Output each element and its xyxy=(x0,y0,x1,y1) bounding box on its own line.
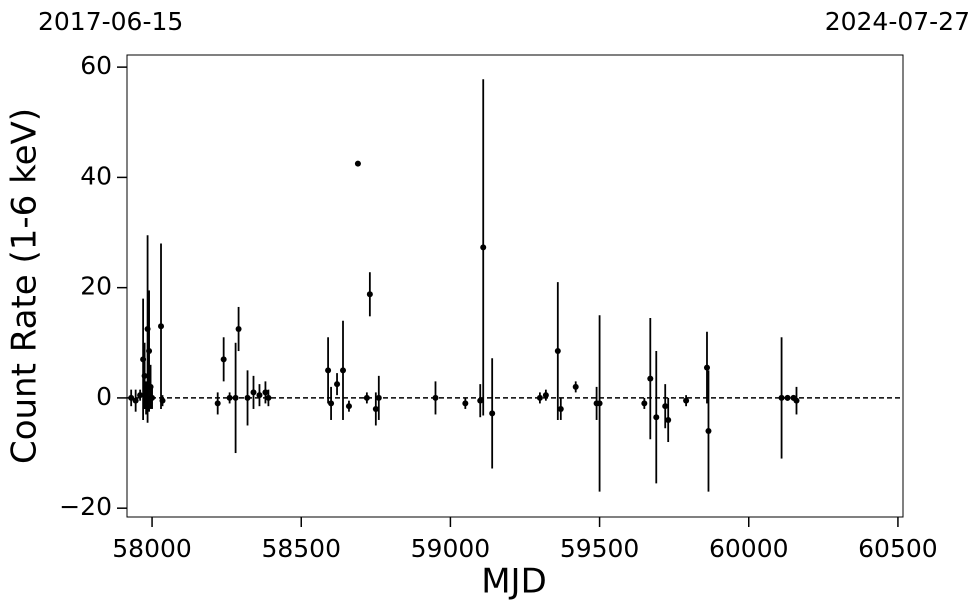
data-point xyxy=(265,394,272,401)
data-point xyxy=(366,291,373,298)
data-point xyxy=(256,392,263,399)
data-point xyxy=(462,400,469,407)
top-right-label: 2024-07-27 xyxy=(825,7,970,36)
data-point xyxy=(665,416,672,423)
x-tick-label: 60000 xyxy=(709,534,789,563)
data-point xyxy=(262,389,269,396)
data-point xyxy=(647,375,654,382)
y-tick-label: −20 xyxy=(59,492,112,521)
data-point xyxy=(557,405,564,412)
data-point xyxy=(232,394,239,401)
data-point xyxy=(641,400,648,407)
data-point xyxy=(132,397,139,404)
data-point xyxy=(226,394,233,401)
data-point xyxy=(542,392,549,399)
data-point xyxy=(375,394,382,401)
data-point xyxy=(778,394,785,401)
x-tick-label: 58000 xyxy=(112,534,192,563)
data-point xyxy=(662,403,669,410)
data-point xyxy=(653,414,660,421)
data-point xyxy=(572,383,579,390)
data-point xyxy=(220,356,227,363)
y-tick-label: 40 xyxy=(80,161,112,190)
data-point xyxy=(334,381,341,388)
data-point xyxy=(340,367,347,374)
data-point xyxy=(784,394,791,401)
data-point xyxy=(705,427,712,434)
x-tick-label: 59000 xyxy=(411,534,491,563)
data-point xyxy=(345,403,352,410)
data-point xyxy=(477,397,484,404)
data-point xyxy=(354,160,361,167)
data-point xyxy=(250,389,257,396)
y-tick-label: 0 xyxy=(96,382,112,411)
data-point xyxy=(149,394,156,401)
y-tick-label: 60 xyxy=(80,51,112,80)
data-point xyxy=(159,397,166,404)
x-tick-label: 59500 xyxy=(560,534,640,563)
data-point xyxy=(214,400,221,407)
data-point xyxy=(596,400,603,407)
x-tick-label: 60500 xyxy=(858,534,938,563)
data-point xyxy=(158,323,165,330)
data-point xyxy=(432,394,439,401)
data-point xyxy=(703,364,710,371)
data-point xyxy=(328,400,335,407)
data-point xyxy=(141,372,148,379)
data-point xyxy=(372,405,379,412)
data-point xyxy=(128,394,135,401)
plot-frame xyxy=(126,54,904,518)
data-point xyxy=(235,326,242,333)
data-point xyxy=(480,244,487,251)
y-tick-label: 20 xyxy=(80,272,112,301)
x-tick-label: 58500 xyxy=(261,534,341,563)
data-point xyxy=(554,348,561,355)
data-point xyxy=(325,367,332,374)
data-point xyxy=(793,397,800,404)
data-point xyxy=(137,392,144,399)
data-point xyxy=(363,394,370,401)
data-point xyxy=(146,348,153,355)
data-point xyxy=(536,394,543,401)
y-axis-label: Count Rate (1-6 keV) xyxy=(5,108,45,464)
data-point xyxy=(244,394,251,401)
data-point xyxy=(683,397,690,404)
x-axis-label: MJD xyxy=(481,562,547,602)
top-left-label: 2017-06-15 xyxy=(38,7,183,36)
data-point xyxy=(489,410,496,417)
